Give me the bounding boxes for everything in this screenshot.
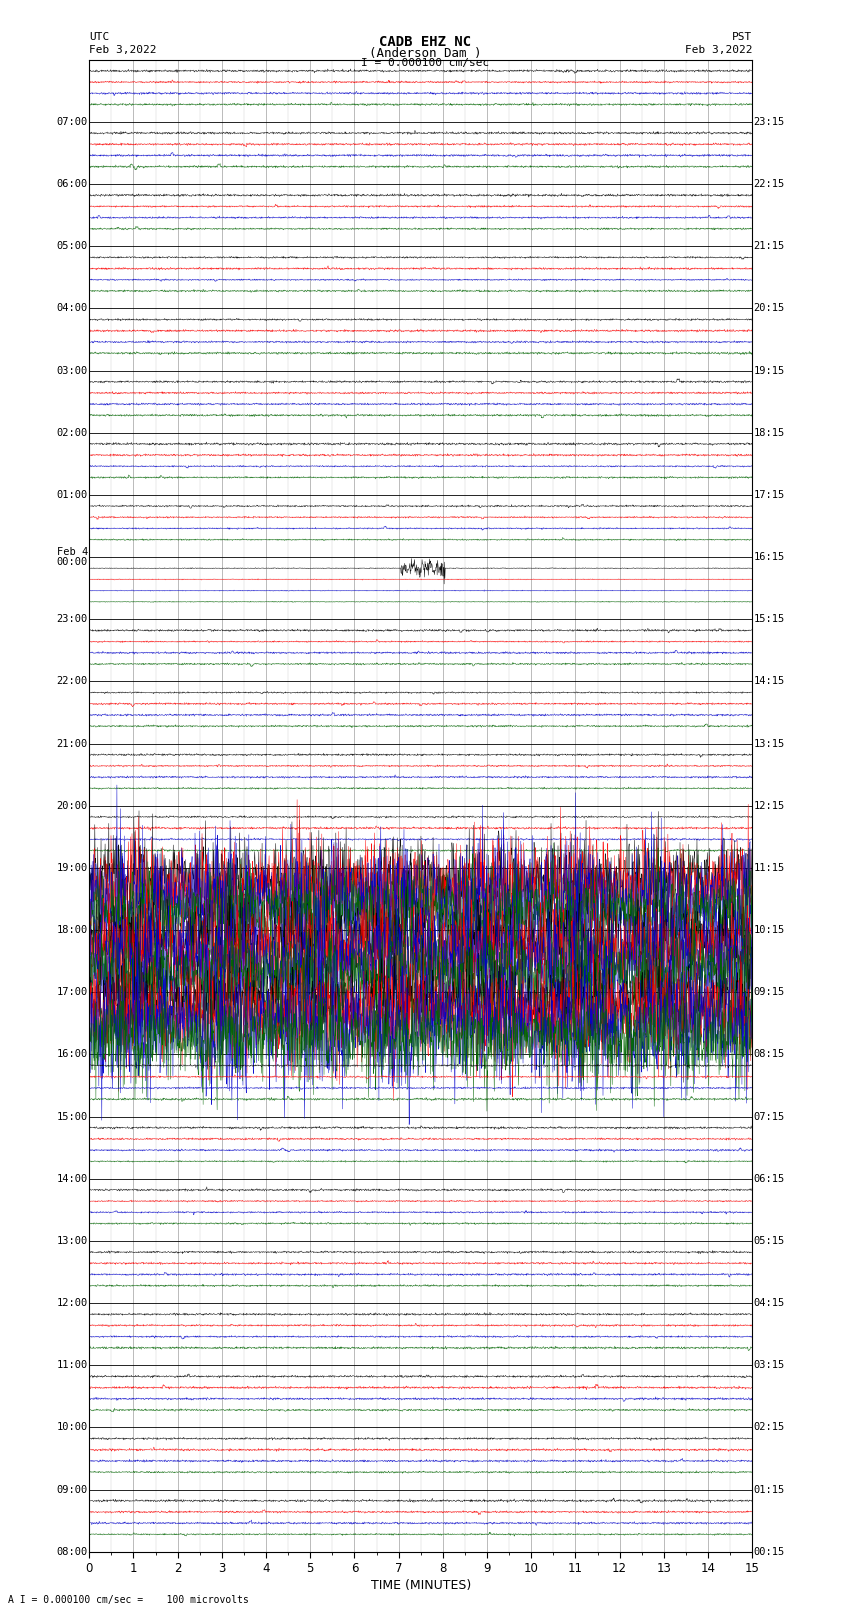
Text: 03:00: 03:00 [57, 366, 88, 376]
Text: 15:15: 15:15 [754, 615, 785, 624]
Text: 01:15: 01:15 [754, 1484, 785, 1495]
Text: 22:15: 22:15 [754, 179, 785, 189]
Text: 02:00: 02:00 [57, 427, 88, 437]
Text: UTC: UTC [89, 32, 110, 42]
Text: (Anderson Dam ): (Anderson Dam ) [369, 47, 481, 60]
Text: 12:15: 12:15 [754, 800, 785, 811]
Text: 17:15: 17:15 [754, 490, 785, 500]
Text: 06:15: 06:15 [754, 1174, 785, 1184]
Text: 08:15: 08:15 [754, 1050, 785, 1060]
Text: 19:00: 19:00 [57, 863, 88, 873]
Text: 20:15: 20:15 [754, 303, 785, 313]
Text: Feb 3,2022: Feb 3,2022 [89, 45, 156, 55]
Text: 09:15: 09:15 [754, 987, 785, 997]
Text: PST: PST [732, 32, 752, 42]
Text: Feb 3,2022: Feb 3,2022 [685, 45, 752, 55]
Text: 19:15: 19:15 [754, 366, 785, 376]
Text: 05:00: 05:00 [57, 242, 88, 252]
Text: CADB EHZ NC: CADB EHZ NC [379, 35, 471, 50]
Text: 11:00: 11:00 [57, 1360, 88, 1369]
Text: I = 0.000100 cm/sec: I = 0.000100 cm/sec [361, 58, 489, 68]
Text: 13:00: 13:00 [57, 1236, 88, 1245]
Text: 20:00: 20:00 [57, 800, 88, 811]
Text: 18:00: 18:00 [57, 924, 88, 936]
Text: 08:00: 08:00 [57, 1547, 88, 1557]
Text: 01:00: 01:00 [57, 490, 88, 500]
Text: 15:00: 15:00 [57, 1111, 88, 1121]
Text: 00:15: 00:15 [754, 1547, 785, 1557]
Text: 07:00: 07:00 [57, 116, 88, 127]
Text: 00:00: 00:00 [57, 556, 88, 568]
Text: 17:00: 17:00 [57, 987, 88, 997]
Text: 14:00: 14:00 [57, 1174, 88, 1184]
Text: 03:15: 03:15 [754, 1360, 785, 1369]
Text: Feb 4: Feb 4 [57, 547, 88, 556]
Text: 04:00: 04:00 [57, 303, 88, 313]
Text: 21:15: 21:15 [754, 242, 785, 252]
Text: 23:15: 23:15 [754, 116, 785, 127]
Text: 09:00: 09:00 [57, 1484, 88, 1495]
Text: 07:15: 07:15 [754, 1111, 785, 1121]
Text: 10:00: 10:00 [57, 1423, 88, 1432]
Text: 16:15: 16:15 [754, 552, 785, 561]
Text: 13:15: 13:15 [754, 739, 785, 748]
Text: 23:00: 23:00 [57, 615, 88, 624]
Text: A I = 0.000100 cm/sec =    100 microvolts: A I = 0.000100 cm/sec = 100 microvolts [8, 1595, 249, 1605]
Text: 21:00: 21:00 [57, 739, 88, 748]
Text: 10:15: 10:15 [754, 924, 785, 936]
Text: 16:00: 16:00 [57, 1050, 88, 1060]
Text: 18:15: 18:15 [754, 427, 785, 437]
Text: 06:00: 06:00 [57, 179, 88, 189]
Text: 04:15: 04:15 [754, 1298, 785, 1308]
Text: 22:00: 22:00 [57, 676, 88, 687]
Text: 14:15: 14:15 [754, 676, 785, 687]
Text: 05:15: 05:15 [754, 1236, 785, 1245]
Text: 11:15: 11:15 [754, 863, 785, 873]
X-axis label: TIME (MINUTES): TIME (MINUTES) [371, 1579, 471, 1592]
Text: 02:15: 02:15 [754, 1423, 785, 1432]
Text: 12:00: 12:00 [57, 1298, 88, 1308]
